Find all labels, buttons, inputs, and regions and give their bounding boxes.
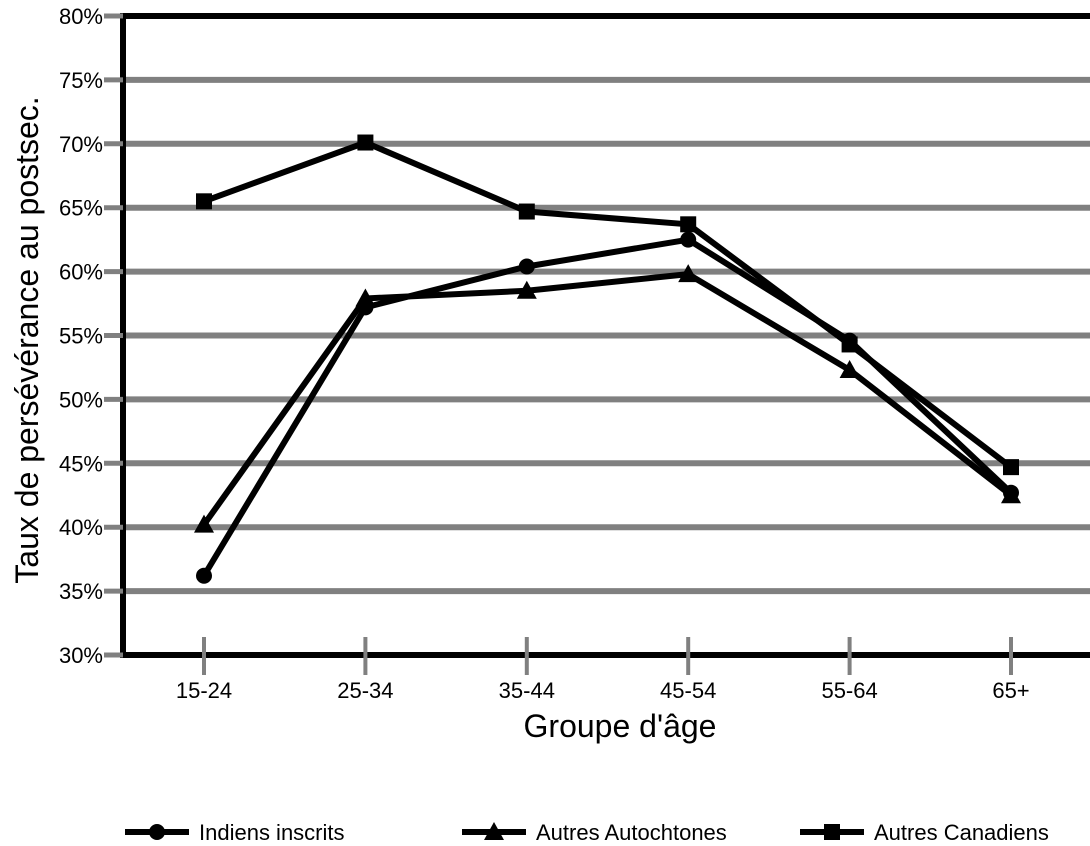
data-point [841,336,858,353]
legend-label: Autres Canadiens [874,820,1049,845]
y-axis-title: Taux de persévérance au postsec. [9,96,45,583]
y-tick-label: 35% [59,579,103,604]
series-line [202,139,1013,470]
data-point [518,203,535,220]
x-tick-label: 55-64 [821,678,877,703]
data-point [518,258,535,275]
data-point [194,514,214,533]
data-point [355,288,376,307]
series-3 [196,134,1019,476]
legend-item: Autres Canadiens [800,820,1049,845]
legend-marker [484,822,504,840]
y-tick-label: 60% [59,260,103,285]
data-point [1001,485,1021,504]
x-tick-label: 65+ [992,678,1029,703]
legend-item: Autres Autochtones [462,820,727,845]
data-point [357,134,374,151]
y-tick-label: 70% [59,132,103,157]
y-tick-label: 45% [59,451,103,476]
legend-label: Indiens inscrits [199,820,345,845]
legend-label: Autres Autochtones [536,820,727,845]
x-tick-label: 45-54 [660,678,716,703]
x-axis-title: Groupe d'âge [524,708,717,744]
data-point [1003,459,1019,476]
y-tick-label: 50% [59,387,103,412]
x-axis-ticks: 15-24 25-34 35-44 45-54 55-64 65+ [176,637,1030,703]
y-tick-label: 65% [59,196,103,221]
legend: Indiens inscrits Autres Autochtones Autres… [125,820,1049,845]
series-2 [194,264,1021,533]
gridlines [123,76,1090,595]
data-point [516,280,537,299]
y-tick-label: 55% [59,324,103,349]
y-tick-label: 75% [59,68,103,93]
x-tick-label: 35-44 [499,678,555,703]
x-tick-label: 25-34 [337,678,393,703]
y-tick-label: 30% [59,643,103,668]
data-point [839,360,860,379]
data-point [680,216,697,233]
y-tick-label: 80% [59,4,103,29]
legend-item: Indiens inscrits [125,820,345,845]
legend-marker [149,824,165,840]
series-line [201,271,1013,527]
series-group [194,134,1021,584]
data-point [196,567,212,584]
legend-marker [824,824,840,840]
data-point [680,231,697,248]
y-axis-ticks: 30% 35% 40% 45% 50% 55% 60% 65% 70% 75% 80% [59,4,123,668]
data-point [196,193,212,210]
x-tick-label: 15-24 [176,678,232,703]
data-point [678,264,699,283]
y-tick-label: 40% [59,515,103,540]
